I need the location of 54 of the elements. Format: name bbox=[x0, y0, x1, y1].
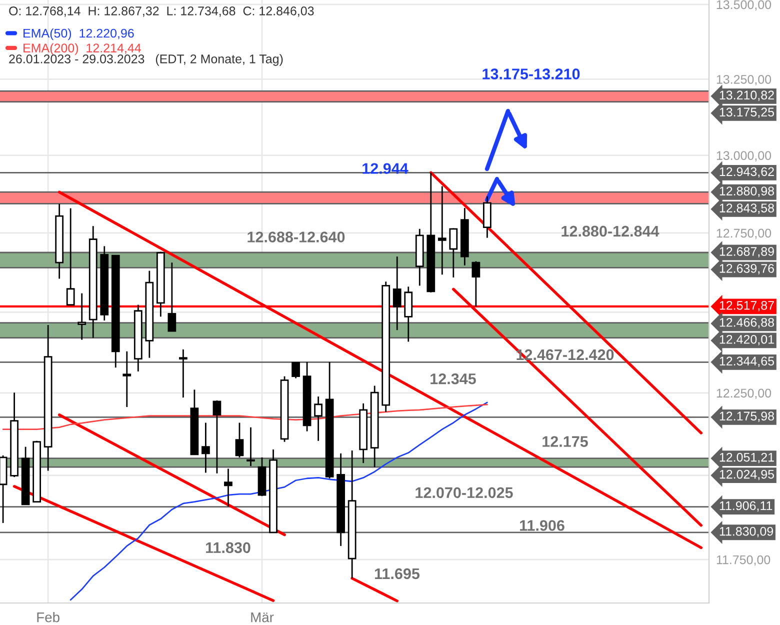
candlestick bbox=[292, 361, 300, 379]
annotation: 11.906 bbox=[520, 520, 564, 531]
y-tick-label: 11.750,00 bbox=[716, 555, 770, 566]
ref-line-label: 12.466,88 bbox=[720, 318, 774, 328]
legend-label: EMA(50) 12.220,96 bbox=[24, 28, 134, 40]
candlestick bbox=[472, 260, 480, 308]
annotation: 12.944 bbox=[362, 163, 408, 174]
y-tick-label: 13.500,00 bbox=[716, 0, 772, 11]
y-tick-label: 12.750,00 bbox=[716, 228, 772, 240]
candlestick bbox=[438, 186, 446, 276]
candlestick bbox=[314, 396, 322, 442]
annotation: 12.688-12.640 bbox=[248, 232, 345, 242]
ref-line-label: 12.687,89 bbox=[720, 247, 774, 258]
text: 26.01.2023 - 29.03.2023 (EDT, 2 Monate, 1 Tag) bbox=[9, 54, 283, 66]
legend-label: EMA(200) 12.214,44 bbox=[24, 43, 141, 55]
candlestick bbox=[212, 400, 222, 474]
ref-line-label: 12.175,98 bbox=[720, 412, 774, 422]
candlestick bbox=[449, 228, 458, 278]
ref-line-label: 12.517,87 bbox=[720, 300, 774, 312]
chart-title: O: 12.768,14 H: 12.867,32 L: 12.734,68 C: 12.846,03 bbox=[9, 6, 314, 17]
candlestick bbox=[392, 256, 402, 331]
candlestick bbox=[66, 208, 75, 306]
ref-line-label: 11.906,11 bbox=[720, 501, 772, 512]
x-tick-label: Mär bbox=[251, 612, 274, 622]
annotation: 12.345 bbox=[430, 373, 476, 384]
ref-line-label: 12.639,76 bbox=[720, 264, 774, 274]
candlestick bbox=[235, 422, 244, 458]
ref-line-label: 12.880,98 bbox=[720, 186, 774, 197]
y-tick-label: 13.250,00 bbox=[716, 74, 772, 86]
candlestick bbox=[202, 422, 210, 474]
annotation: 11.695 bbox=[375, 568, 420, 580]
candlestick bbox=[78, 292, 86, 340]
candlestick bbox=[168, 262, 176, 332]
annotation: 12.880-12.844 bbox=[562, 226, 660, 237]
ref-line-label: 11.830,09 bbox=[720, 526, 774, 538]
y-tick-label: 13.000,00 bbox=[716, 151, 772, 162]
ref-line-label: 12.024,95 bbox=[720, 470, 774, 480]
ref-line-label: 12.344,65 bbox=[720, 356, 774, 367]
x-tick-label: Feb bbox=[37, 612, 60, 622]
ref-line-label: 12.420,01 bbox=[720, 334, 774, 346]
annotation: 12.175 bbox=[542, 436, 588, 447]
candlestick bbox=[224, 468, 232, 508]
annotation: 13.175-13.210 bbox=[482, 68, 580, 80]
ref-line-label: 13.175,25 bbox=[720, 108, 774, 118]
annotation: 12.070-12.025 bbox=[416, 487, 513, 498]
candlestick bbox=[246, 426, 255, 467]
annotation: 11.830 bbox=[206, 542, 250, 554]
candlestick bbox=[122, 350, 132, 408]
ref-line-label: 12.843,58 bbox=[720, 204, 774, 214]
ref-line-label: 13.210,82 bbox=[720, 90, 774, 102]
ref-line-label: 12.051,21 bbox=[720, 452, 774, 464]
ref-line-label: 12.943,62 bbox=[720, 167, 774, 178]
y-tick-label: 12.250,00 bbox=[716, 388, 772, 400]
candlestick bbox=[179, 348, 188, 398]
